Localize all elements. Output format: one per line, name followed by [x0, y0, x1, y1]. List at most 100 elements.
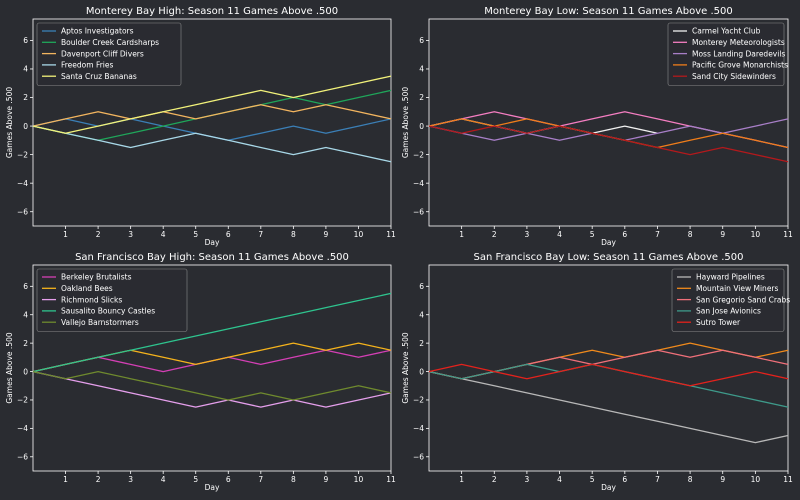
x-tick-label: 4: [557, 230, 562, 239]
x-tick-label: 3: [525, 475, 530, 484]
x-tick-label: 3: [525, 230, 530, 239]
x-tick-label: 1: [63, 230, 68, 239]
x-tick-label: 8: [688, 230, 693, 239]
x-tick-label: 3: [128, 230, 133, 239]
x-tick-label: 7: [258, 230, 263, 239]
x-axis-label: Day: [205, 238, 220, 247]
x-tick-label: 1: [459, 475, 464, 484]
legend-label: Vallejo Barnstormers: [61, 318, 139, 327]
x-tick-label: 5: [193, 230, 198, 239]
series-line-carmel-yacht-club: [428, 118, 658, 134]
legend-label: San Gregorio Sand Crabs: [696, 295, 790, 304]
x-tick-label: 9: [324, 475, 329, 484]
x-tick-label: 9: [720, 475, 725, 484]
legend-label: Pacific Grove Monarchists: [692, 61, 788, 70]
legend-label: Carmel Yacht Club: [692, 27, 761, 36]
x-tick-label: 10: [751, 230, 761, 239]
y-tick-label: −2: [413, 396, 424, 405]
legend: Hayward Pipelines Mountain View Miners San…: [671, 268, 790, 332]
x-tick-label: 5: [193, 475, 198, 484]
series-line-sand-city-sidewinders: [428, 125, 789, 163]
legend: Aptos Investigators Boulder Creek Cardsha…: [36, 22, 182, 86]
chart-panel-san-francisco-bay-low: San Francisco Bay Low: Season 11 Games A…: [401, 252, 793, 492]
y-tick-label: 4: [23, 310, 28, 319]
y-tick-label: −4: [413, 424, 424, 433]
legend-box: [671, 268, 785, 332]
x-tick-label: 3: [128, 475, 133, 484]
axes-frame: [428, 264, 789, 472]
x-tick-label: 6: [622, 230, 627, 239]
series-line-pacific-grove-monarchists: [428, 118, 789, 149]
x-tick-label: 2: [492, 230, 497, 239]
legend-label: Richmond Slicks: [61, 295, 122, 304]
legend-label: Boulder Creek Cardsharps: [61, 38, 159, 47]
legend-box: [36, 22, 182, 86]
series-line-freedom-fries: [32, 125, 392, 163]
y-axis-label: Games Above .500: [5, 87, 14, 158]
x-tick-label: 9: [324, 230, 329, 239]
legend-label: Davenport Cliff Divers: [61, 49, 144, 58]
series-line-sutro-tower: [428, 363, 789, 387]
x-tick-label: 7: [655, 230, 660, 239]
x-tick-label: 10: [751, 475, 761, 484]
x-axis-label: Day: [205, 483, 220, 492]
legend-label: Moss Landing Daredevils: [692, 49, 785, 58]
y-tick-label: 0: [23, 367, 28, 376]
chart-panel-monterey-bay-high: Monterey Bay High: Season 11 Games Above…: [5, 6, 396, 247]
x-tick-label: 6: [226, 475, 231, 484]
series-line-vallejo-barnstormers: [32, 370, 392, 401]
series-line-davenport-cliff-divers: [32, 104, 392, 127]
x-tick-label: 2: [492, 475, 497, 484]
y-tick-label: 6: [419, 36, 424, 45]
x-tick-label: 7: [655, 475, 660, 484]
legend: Berkeley Brutalists Oakland Bees Richmond …: [36, 268, 188, 332]
y-axis-label: Games Above .500: [401, 332, 410, 403]
x-tick-label: 10: [354, 230, 364, 239]
series-line-santa-cruz-bananas: [32, 75, 392, 134]
legend-label: Hayward Pipelines: [696, 273, 765, 282]
x-tick-label: 8: [291, 475, 296, 484]
x-axis-label: Day: [601, 238, 616, 247]
legend-label: Freedom Fries: [61, 61, 114, 70]
series-line-oakland-bees: [32, 342, 392, 373]
series-line-sausalito-bouncy-castles: [32, 292, 392, 373]
x-tick-label: 6: [226, 230, 231, 239]
x-tick-label: 5: [590, 230, 595, 239]
axes-frame: [428, 18, 789, 227]
series-line-san-jose-avionics: [428, 363, 789, 408]
y-tick-label: −2: [17, 396, 28, 405]
y-tick-label: 4: [419, 65, 424, 74]
series-line-richmond-slicks: [32, 370, 392, 408]
y-tick-label: 2: [419, 339, 424, 348]
x-tick-label: 11: [783, 230, 793, 239]
y-tick-label: 0: [419, 367, 424, 376]
y-tick-label: −6: [413, 452, 424, 461]
legend-label: Berkeley Brutalists: [61, 273, 132, 282]
chart-title: San Francisco Bay High: Season 11 Games …: [75, 252, 349, 263]
x-tick-label: 7: [258, 475, 263, 484]
legend-label: San Jose Avionics: [696, 307, 761, 316]
x-tick-label: 2: [96, 230, 101, 239]
axes-frame: [32, 18, 392, 227]
y-tick-label: 4: [23, 65, 28, 74]
legend: Carmel Yacht Club Monterey Meteorologists…: [667, 22, 788, 86]
legend-label: Oakland Bees: [61, 284, 113, 293]
legend-label: Sand City Sidewinders: [692, 72, 776, 81]
x-tick-label: 5: [590, 475, 595, 484]
chart-title: Monterey Bay High: Season 11 Games Above…: [86, 6, 338, 17]
x-tick-label: 2: [96, 475, 101, 484]
legend-label: Sausalito Bouncy Castles: [61, 307, 155, 316]
y-tick-label: −6: [17, 207, 28, 216]
y-tick-label: 2: [23, 93, 28, 102]
x-axis-label: Day: [601, 483, 616, 492]
x-tick-label: 8: [688, 475, 693, 484]
x-tick-label: 8: [291, 230, 296, 239]
y-tick-label: −2: [413, 150, 424, 159]
legend-label: Monterey Meteorologists: [692, 38, 785, 47]
legend-label: Mountain View Miners: [696, 284, 779, 293]
y-tick-label: −4: [17, 424, 28, 433]
chart-panel-monterey-bay-low: Monterey Bay Low: Season 11 Games Above …: [401, 6, 793, 247]
x-tick-label: 6: [622, 475, 627, 484]
x-tick-label: 4: [557, 475, 562, 484]
y-tick-label: −6: [413, 207, 424, 216]
